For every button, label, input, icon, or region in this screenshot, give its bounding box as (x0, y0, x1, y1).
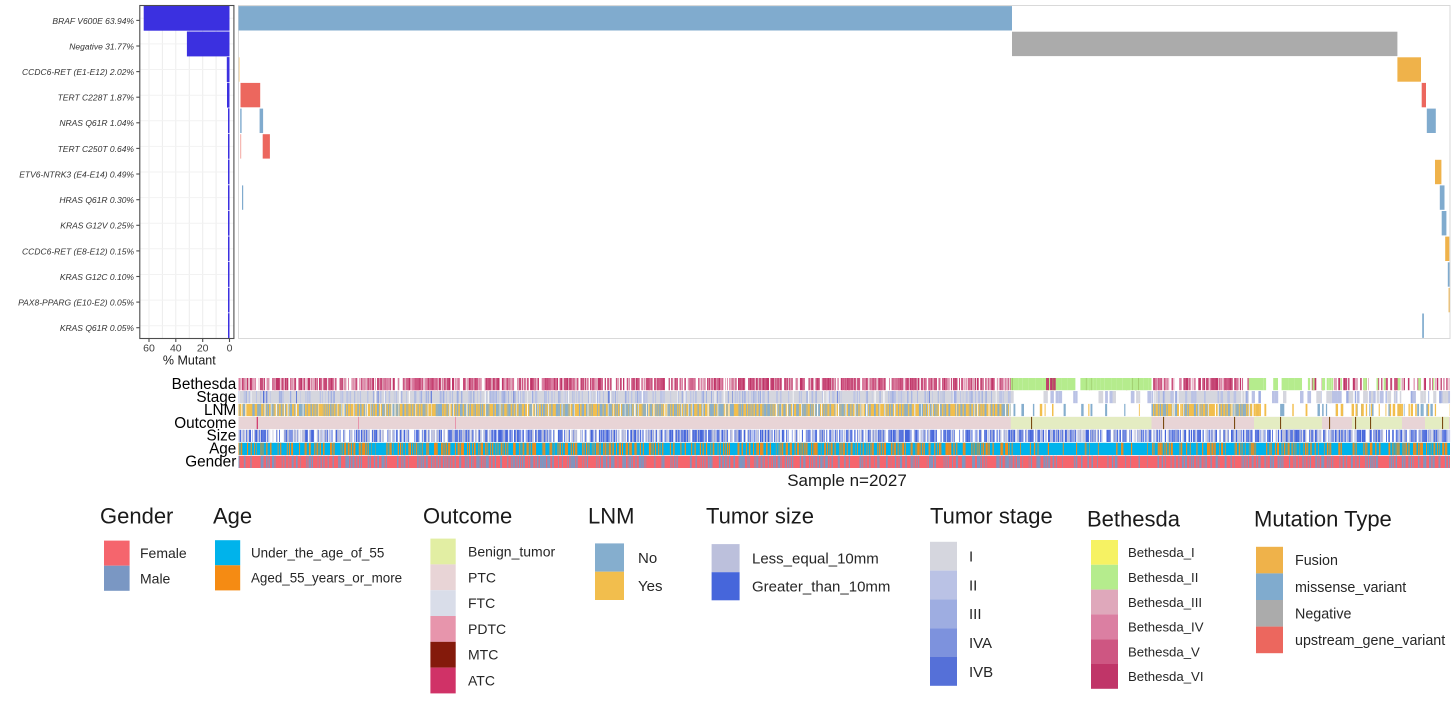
svg-text:III: III (969, 606, 982, 623)
svg-text:PTC: PTC (468, 569, 496, 585)
svg-text:Age: Age (213, 504, 252, 529)
svg-text:Tumor size: Tumor size (706, 504, 814, 529)
svg-text:I: I (969, 549, 973, 566)
svg-text:60: 60 (143, 343, 155, 355)
svg-text:KRAS G12V 0.25%: KRAS G12V 0.25% (60, 221, 134, 231)
svg-text:Sample n=2027: Sample n=2027 (787, 471, 907, 490)
svg-text:PAX8-PPARG (E10-E2) 0.05%: PAX8-PPARG (E10-E2) 0.05% (18, 298, 134, 308)
svg-text:IVA: IVA (969, 635, 992, 652)
svg-text:Fusion: Fusion (1295, 553, 1338, 569)
svg-text:Aged_55_years_or_more: Aged_55_years_or_more (251, 571, 402, 586)
svg-text:ATC: ATC (468, 673, 495, 689)
svg-text:IVB: IVB (969, 664, 993, 681)
svg-text:TERT C228T 1.87%: TERT C228T 1.87% (58, 93, 135, 103)
svg-text:PDTC: PDTC (468, 621, 506, 637)
svg-text:Bethesda_IV: Bethesda_IV (1128, 620, 1204, 635)
svg-text:Bethesda_III: Bethesda_III (1128, 595, 1202, 610)
svg-text:ETV6-NTRK3 (E4-E14) 0.49%: ETV6-NTRK3 (E4-E14) 0.49% (19, 169, 134, 179)
svg-text:% Mutant: % Mutant (163, 354, 216, 368)
svg-text:BRAF V600E 63.94%: BRAF V600E 63.94% (52, 16, 134, 26)
svg-text:Negative: Negative (1295, 606, 1351, 622)
svg-text:Outcome: Outcome (423, 504, 512, 529)
svg-text:Bethesda_II: Bethesda_II (1128, 570, 1198, 585)
svg-text:Bethesda_V: Bethesda_V (1128, 644, 1200, 659)
svg-text:Yes: Yes (638, 578, 662, 595)
svg-text:Gender: Gender (185, 454, 236, 471)
svg-text:Male: Male (140, 570, 171, 586)
svg-text:Female: Female (140, 545, 187, 561)
svg-text:No: No (638, 550, 657, 567)
svg-text:Bethesda: Bethesda (1087, 507, 1181, 532)
svg-text:HRAS Q61R 0.30%: HRAS Q61R 0.30% (59, 195, 134, 205)
svg-text:Bethesda_VI: Bethesda_VI (1128, 669, 1204, 684)
svg-text:Less_equal_10mm: Less_equal_10mm (752, 551, 879, 568)
svg-text:Tumor stage: Tumor stage (930, 504, 1053, 529)
svg-text:KRAS G12C 0.10%: KRAS G12C 0.10% (60, 272, 135, 282)
svg-text:FTC: FTC (468, 595, 495, 611)
svg-text:Benign_tumor: Benign_tumor (468, 544, 556, 560)
svg-text:Under_the_age_of_55: Under_the_age_of_55 (251, 546, 384, 561)
svg-text:upstream_gene_variant: upstream_gene_variant (1295, 633, 1445, 649)
svg-text:Greater_than_10mm: Greater_than_10mm (752, 579, 890, 596)
svg-text:Mutation Type: Mutation Type (1254, 507, 1392, 532)
svg-text:MTC: MTC (468, 647, 498, 663)
svg-text:Gender: Gender (100, 504, 173, 529)
svg-text:missense_variant: missense_variant (1295, 580, 1406, 596)
svg-text:Negative 31.77%: Negative 31.77% (69, 41, 134, 51)
svg-text:CCDC6-RET (E1-E12) 2.02%: CCDC6-RET (E1-E12) 2.02% (22, 67, 134, 77)
svg-text:LNM: LNM (588, 504, 634, 529)
svg-text:TERT C250T 0.64%: TERT C250T 0.64% (58, 144, 135, 154)
svg-text:KRAS Q61R 0.05%: KRAS Q61R 0.05% (60, 323, 135, 333)
svg-text:Bethesda_I: Bethesda_I (1128, 545, 1195, 560)
svg-text:0: 0 (227, 343, 233, 355)
svg-text:II: II (969, 577, 977, 594)
svg-text:NRAS Q61R 1.04%: NRAS Q61R 1.04% (59, 118, 134, 128)
svg-text:CCDC6-RET (E8-E12) 0.15%: CCDC6-RET (E8-E12) 0.15% (22, 246, 134, 256)
